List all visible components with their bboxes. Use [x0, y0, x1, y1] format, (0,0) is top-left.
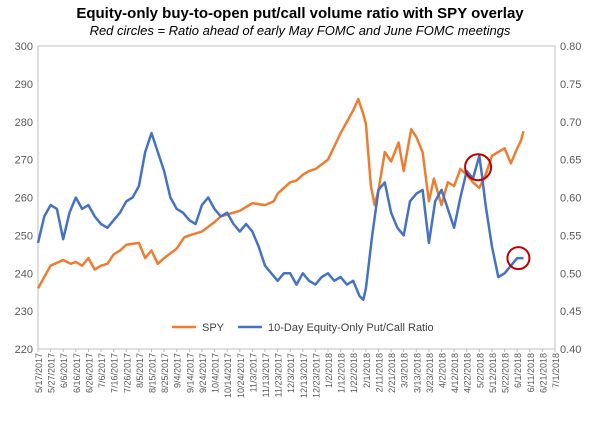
x-axis-tick-label: 7/1/2018: [551, 353, 561, 388]
right-axis-tick-label: 0.50: [560, 268, 581, 280]
x-axis-tick-label: 7/26/2017: [122, 353, 132, 393]
chart-title: Equity-only buy-to-open put/call volume …: [76, 5, 524, 22]
put-call-ratio-series-line: [36, 131, 524, 302]
right-axis-tick-label: 0.45: [560, 306, 581, 318]
x-axis-tick-label: 5/22/2018: [501, 353, 511, 393]
left-axis-tick-label: 240: [15, 268, 33, 280]
x-axis-tick-label: 9/4/2017: [173, 353, 183, 388]
x-axis-tick-label: 1/2/2018: [324, 353, 334, 388]
x-axis-tick-label: 7/16/2017: [110, 353, 120, 393]
x-axis-tick-label: 8/15/2017: [147, 353, 157, 393]
right-axis-tick-label: 0.55: [560, 230, 581, 242]
fomc-annotation-circle: [464, 153, 493, 182]
x-axis-tick-label: 1/12/2018: [337, 353, 347, 393]
right-axis-tick-label: 0.80: [560, 41, 581, 53]
x-axis-tick-label: 2/11/2018: [374, 353, 384, 392]
x-axis-tick-label: 10/24/2017: [236, 353, 246, 398]
x-axis-tick-label: 2/1/2018: [362, 353, 372, 388]
x-axis-tick-label: 5/12/2018: [488, 353, 498, 393]
x-axis-tick-label: 3/13/2018: [412, 353, 422, 393]
x-axis-tick-label: 3/23/2018: [425, 353, 435, 393]
x-axis-tick-label: 6/6/2017: [59, 353, 69, 388]
x-axis-tick-label: 12/13/2017: [299, 353, 309, 398]
right-axis-tick-label: 0.75: [560, 79, 581, 91]
left-axis-tick-label: 280: [15, 117, 33, 129]
plot-frame: [37, 45, 556, 350]
x-axis-tick-label: 7/6/2017: [97, 353, 107, 388]
x-axis-tick-label: 12/23/2017: [311, 353, 321, 398]
x-axis-tick-label: 12/3/2017: [286, 353, 296, 393]
right-axis-tick-label: 0.60: [560, 193, 581, 205]
x-axis-tick-label: 6/21/2018: [538, 353, 548, 393]
x-axis-tick-label: 8/5/2017: [135, 353, 145, 388]
right-axis-tick-label: 0.65: [560, 155, 581, 167]
x-axis-tick-label: 6/16/2017: [72, 353, 82, 393]
right-axis-tick-label: 0.70: [560, 117, 581, 129]
x-axis-tick-label: 6/26/2017: [84, 353, 94, 393]
x-axis-tick-label: 5/2/2018: [475, 353, 485, 388]
x-axis-tick-label: 5/27/2017: [47, 353, 57, 393]
x-axis-tick-label: 1/22/2018: [349, 353, 359, 393]
left-axis-tick-label: 300: [15, 41, 33, 53]
x-axis-tick-label: 4/2/2018: [438, 353, 448, 388]
left-axis-tick-label: 290: [15, 79, 33, 91]
left-axis-tick-label: 250: [15, 230, 33, 242]
spy-series-line: [36, 97, 525, 290]
left-axis-tick-label: 260: [15, 193, 33, 205]
x-axis-tick-label: 11/23/2017: [274, 353, 284, 397]
x-axis-tick-label: 9/24/2017: [198, 353, 208, 393]
fomc-annotation-circle: [506, 246, 531, 271]
left-axis-tick-label: 220: [15, 344, 33, 356]
x-axis-tick-label: 2/21/2018: [387, 353, 397, 393]
x-axis-tick-label: 6/1/2018: [513, 353, 523, 388]
x-axis-tick-label: 6/11/2018: [526, 353, 536, 392]
legend-ratio-label: 10-Day Equity-Only Put/Call Ratio: [268, 322, 434, 334]
x-axis-tick-label: 11/3/2017: [248, 353, 258, 392]
x-axis-tick-label: 11/13/2017: [261, 353, 271, 397]
x-axis-tick-label: 10/14/2017: [223, 353, 233, 398]
x-axis-tick-label: 8/25/2017: [160, 353, 170, 393]
x-axis-tick-label: 10/4/2017: [211, 353, 221, 393]
x-axis-tick-label: 4/12/2018: [450, 353, 460, 393]
x-axis-tick-label: 4/22/2018: [463, 353, 473, 393]
left-axis-tick-label: 270: [15, 155, 33, 167]
chart-subtitle: Red circles = Ratio ahead of early May F…: [89, 23, 511, 38]
x-axis-tick-label: 9/14/2017: [185, 353, 195, 393]
x-axis-tick-label: 3/3/2018: [400, 353, 410, 388]
legend-spy-label: SPY: [202, 322, 225, 334]
left-axis-tick-label: 230: [15, 306, 33, 318]
x-axis-tick-label: 5/17/2017: [34, 353, 44, 393]
right-axis-tick-label: 0.40: [560, 344, 581, 356]
